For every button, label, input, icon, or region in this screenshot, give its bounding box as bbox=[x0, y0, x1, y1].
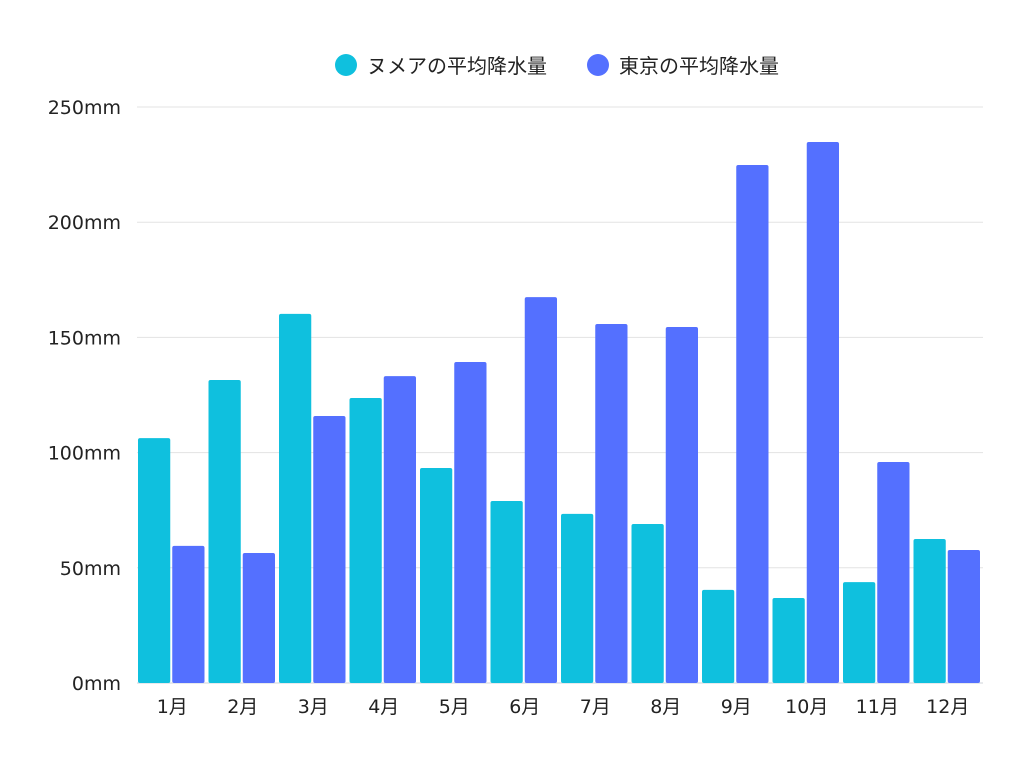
bar-tokyo-1[interactable] bbox=[172, 545, 205, 683]
y-tick-label: 0mm bbox=[72, 673, 121, 695]
bars bbox=[138, 142, 980, 684]
bar-tokyo-4[interactable] bbox=[383, 376, 416, 683]
bar-tokyo-8[interactable] bbox=[665, 327, 698, 683]
bar-tokyo-7[interactable] bbox=[595, 324, 628, 683]
y-tick-label: 150mm bbox=[48, 327, 121, 349]
bar-noumea-1[interactable] bbox=[138, 438, 171, 683]
y-tick-label: 250mm bbox=[48, 97, 121, 119]
x-axis-ticks: 1月 2月 3月 4月 5月 6月 7月 8月 9月 10月 11月 12月 bbox=[157, 696, 970, 718]
x-tick-label: 5月 bbox=[439, 696, 470, 718]
x-tick-label: 8月 bbox=[650, 696, 681, 718]
x-tick-label: 4月 bbox=[368, 696, 399, 718]
bar-noumea-5[interactable] bbox=[420, 468, 453, 683]
x-tick-label: 1月 bbox=[157, 696, 188, 718]
gridlines bbox=[137, 106, 983, 684]
legend-marker-tokyo bbox=[587, 53, 609, 76]
x-tick-label: 11月 bbox=[856, 696, 899, 718]
bar-tokyo-12[interactable] bbox=[947, 550, 980, 683]
bar-tokyo-10[interactable] bbox=[806, 142, 839, 683]
y-tick-label: 200mm bbox=[48, 212, 121, 234]
bar-noumea-9[interactable] bbox=[702, 589, 735, 683]
bar-noumea-12[interactable] bbox=[913, 539, 946, 683]
bar-tokyo-6[interactable] bbox=[524, 297, 557, 683]
legend-label-tokyo: 東京の平均降水量 bbox=[619, 54, 779, 78]
bar-tokyo-3[interactable] bbox=[313, 415, 346, 683]
bar-tokyo-9[interactable] bbox=[736, 165, 769, 684]
bar-noumea-4[interactable] bbox=[349, 397, 382, 683]
x-tick-label: 6月 bbox=[509, 696, 540, 718]
legend-item-tokyo[interactable]: 東京の平均降水量 bbox=[587, 50, 779, 79]
y-tick-label: 100mm bbox=[48, 443, 121, 465]
legend-item-noumea[interactable]: ヌメアの平均降水量 bbox=[245, 50, 547, 79]
bar-tokyo-11[interactable] bbox=[877, 462, 910, 683]
x-tick-label: 2月 bbox=[227, 696, 258, 718]
x-tick-label: 12月 bbox=[926, 696, 969, 718]
bar-tokyo-5[interactable] bbox=[454, 362, 487, 683]
bar-tokyo-2[interactable] bbox=[242, 553, 275, 683]
bar-noumea-2[interactable] bbox=[208, 380, 241, 683]
bar-noumea-10[interactable] bbox=[772, 597, 805, 683]
bar-noumea-3[interactable] bbox=[279, 313, 312, 683]
y-axis-ticks: 0mm 50mm 100mm 150mm 200mm 250mm bbox=[48, 97, 121, 695]
legend: ヌメアの平均降水量 東京の平均降水量 bbox=[0, 50, 1024, 79]
x-tick-label: 9月 bbox=[721, 696, 752, 718]
x-tick-label: 7月 bbox=[580, 696, 611, 718]
x-tick-label: 10月 bbox=[785, 696, 828, 718]
legend-marker-noumea bbox=[335, 53, 357, 76]
bar-noumea-6[interactable] bbox=[490, 500, 523, 683]
bar-noumea-8[interactable] bbox=[631, 524, 664, 683]
x-tick-label: 3月 bbox=[298, 696, 329, 718]
legend-label-noumea: ヌメアの平均降水量 bbox=[367, 54, 547, 78]
y-tick-label: 50mm bbox=[60, 558, 121, 580]
bar-noumea-7[interactable] bbox=[561, 513, 594, 683]
bar-noumea-11[interactable] bbox=[843, 582, 876, 683]
